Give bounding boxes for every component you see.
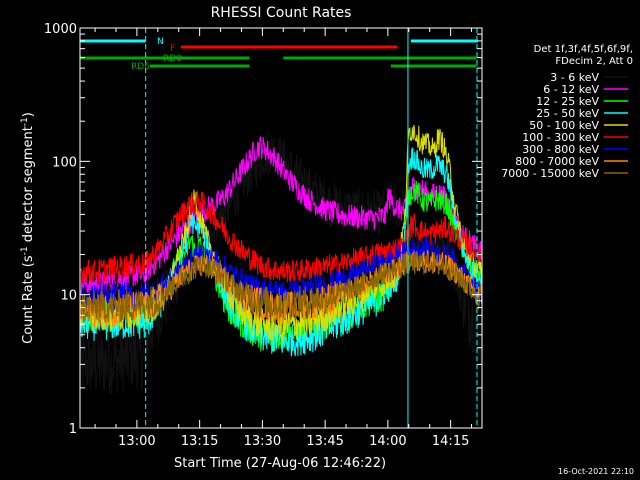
- series-line-1: [80, 136, 482, 296]
- x-tick-label-3: 13:45: [306, 434, 343, 449]
- x-tick-label-2: 13:30: [244, 434, 281, 449]
- y-tick-label-1: 10: [60, 289, 77, 304]
- x-axis: 13:00 13:15 13:30 13:45 14:00 14:15: [94, 28, 473, 449]
- series-line-8: [80, 250, 482, 323]
- legend-entry-4: 50 - 100 keV: [529, 119, 599, 132]
- legend-entry-2: 12 - 25 keV: [536, 95, 599, 108]
- legend-entry-5: 100 - 300 keV: [522, 131, 599, 144]
- legend-entry-8: 7000 - 15000 keV: [501, 167, 599, 180]
- x-tick-label-0: 13:00: [118, 434, 155, 449]
- series-line-0: [80, 131, 482, 395]
- legend-header-1: FDecim 2, Att 0: [555, 56, 633, 67]
- flag-label-rd6: RD6: [131, 62, 150, 72]
- instrument-flags: [80, 39, 478, 68]
- x-tick-label-5: 14:15: [432, 434, 469, 449]
- chart-title: RHESSI Count Rates: [211, 5, 352, 21]
- y-tick-label-0: 1: [69, 422, 77, 437]
- plot-frame: [79, 27, 483, 429]
- legend-entry-3: 25 - 50 keV: [536, 107, 599, 120]
- series-line-5: [80, 190, 482, 284]
- y-tick-label-3: 1000: [44, 22, 77, 37]
- x-axis-label: Start Time (27-Aug-06 12:46:22): [174, 456, 386, 471]
- series-lines: [80, 124, 482, 395]
- legend-entry-1: 6 - 12 keV: [543, 83, 599, 96]
- attenuator-markers: [80, 28, 478, 428]
- legend: Det 1f,3f,4f,5f,6f,9f,FDecim 2, Att 0 3 -…: [501, 44, 633, 180]
- legend-entry-0: 3 - 6 keV: [550, 71, 599, 84]
- x-tick-label-4: 14:00: [369, 434, 406, 449]
- flag-label-rd0: RD0: [163, 54, 182, 64]
- y-tick-label-2: 100: [52, 155, 77, 170]
- flag-label-n: N: [157, 37, 164, 47]
- flag-label-f: F: [170, 44, 175, 54]
- legend-entry-6: 300 - 800 keV: [522, 143, 599, 156]
- y-axis-label: Count Rate (s-1 detector segment-1): [20, 112, 36, 344]
- legend-entry-7: 800 - 7000 keV: [515, 155, 599, 168]
- footer-date: 16-Oct-2021 22:10: [558, 467, 634, 476]
- y-axis: 1 10 100 1000: [44, 22, 482, 437]
- x-tick-label-1: 13:15: [181, 434, 218, 449]
- legend-header-0: Det 1f,3f,4f,5f,6f,9f,: [534, 44, 633, 55]
